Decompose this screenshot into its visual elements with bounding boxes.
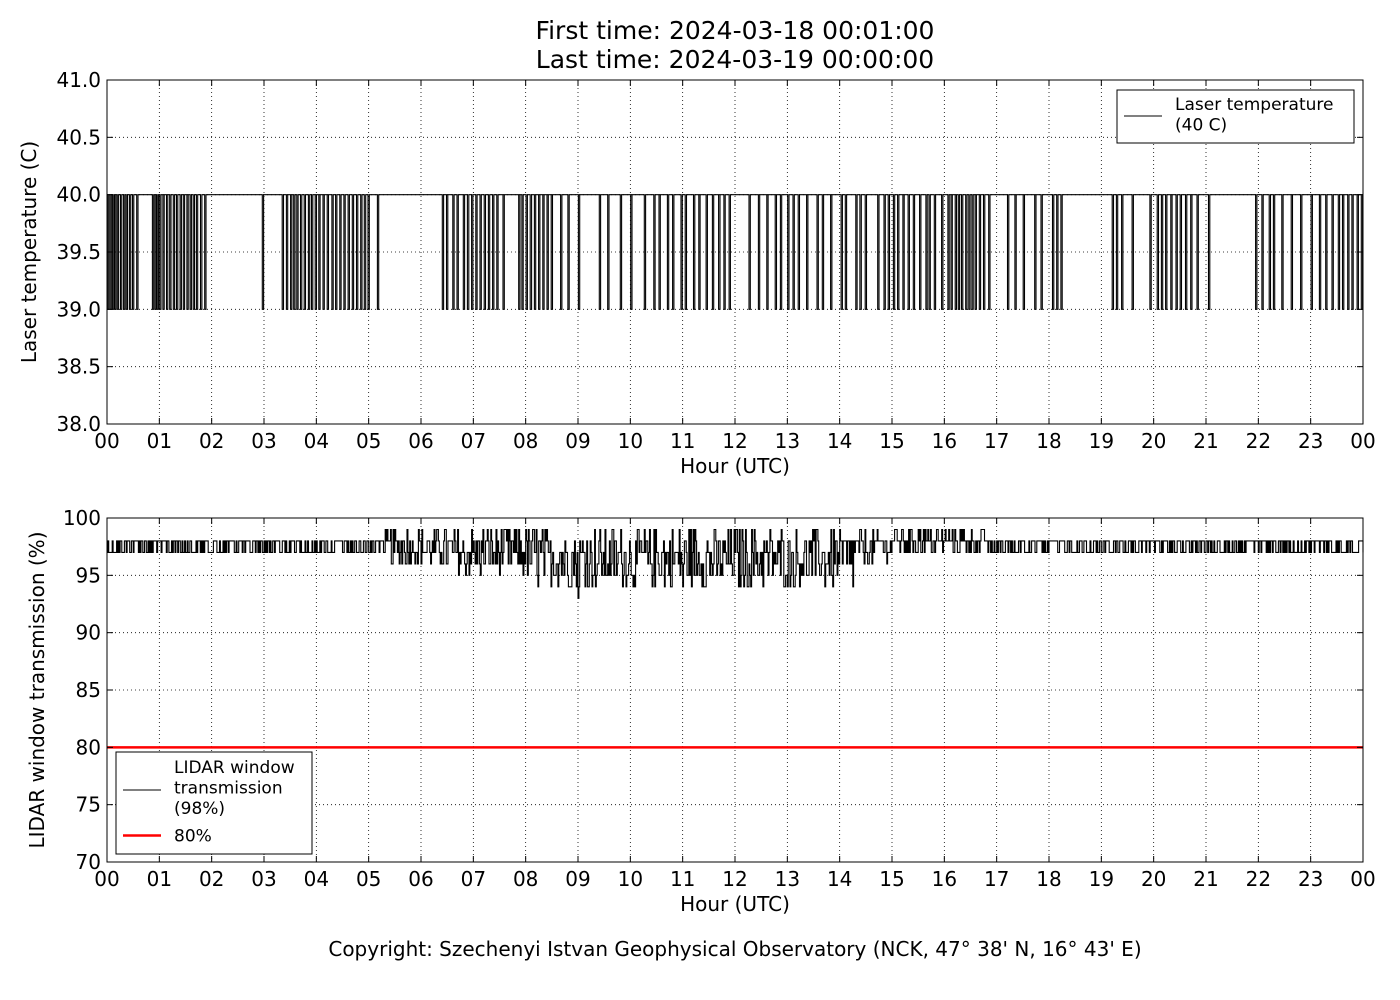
y-tick-label: 75: [76, 793, 101, 817]
legend-entry: (98%): [174, 799, 225, 819]
legend-entry: Laser temperature: [1175, 95, 1333, 115]
x-tick-label: 20: [1141, 867, 1166, 891]
x-tick-label: 18: [1036, 867, 1061, 891]
x-tick-label: 05: [356, 867, 381, 891]
x-tick-label: 14: [827, 429, 852, 453]
x-tick-label: 22: [1246, 429, 1271, 453]
x-tick-label: 00: [94, 867, 119, 891]
x-tick-label: 18: [1036, 429, 1061, 453]
first-time-label: First time: 2024-03-18 00:01:00: [535, 16, 935, 45]
y-tick-label: 39.0: [56, 297, 101, 321]
x-tick-label: 13: [775, 429, 800, 453]
y-tick-label: 90: [76, 621, 101, 645]
y-tick-label: 80: [76, 735, 101, 759]
y-tick-label: 38.0: [56, 412, 101, 436]
last-time-label: Last time: 2024-03-19 00:00:00: [535, 45, 935, 74]
y-tick-label: 100: [63, 506, 101, 530]
legend: Laser temperature(40 C): [1116, 89, 1355, 144]
x-tick-label: 17: [984, 429, 1009, 453]
x-tick-label: 04: [304, 867, 329, 891]
x-tick-label: 21: [1193, 867, 1218, 891]
x-tick-label: 21: [1193, 429, 1218, 453]
legend-entry: LIDAR window: [174, 758, 295, 778]
chart-panel-2: 00 01 02 03 04 05 06 07 08 09 10 11 12 13 14 15 16 17 18 19…: [25, 506, 1376, 916]
x-tick-label: 19: [1089, 429, 1114, 453]
y-tick-label: 39.5: [56, 240, 101, 264]
x-tick-label: 08: [513, 429, 538, 453]
y-tick-label: 85: [76, 678, 101, 702]
x-tick-label: 13: [775, 867, 800, 891]
y-tick-label: 38.5: [56, 355, 101, 379]
legend-entry: (40 C): [1175, 116, 1227, 136]
x-tick-label: 01: [147, 429, 172, 453]
x-tick-label: 09: [565, 867, 590, 891]
y-tick-label: 40.0: [56, 183, 101, 207]
series-line-1: [106, 194, 1364, 310]
x-tick-label: 14: [827, 867, 852, 891]
x-tick-label: 09: [565, 429, 590, 453]
x-tick-label: 02: [199, 867, 224, 891]
y-tick-label: 40.5: [56, 125, 101, 149]
y-tick-label: 95: [76, 563, 101, 587]
y-axis-label: Laser temperature (C): [17, 141, 41, 363]
x-tick-label: 07: [461, 867, 486, 891]
x-tick-label: 12: [722, 429, 747, 453]
x-tick-label: 01: [147, 867, 172, 891]
chart-panel-1: 00 01 02 03 04 05 06 07 08 09 10 11 12 13 14 15 16 17 18 19…: [17, 68, 1376, 478]
x-tick-label: 22: [1246, 867, 1271, 891]
x-axis-label: Hour (UTC): [680, 454, 790, 478]
y-tick-label: 41.0: [56, 68, 101, 92]
x-tick-label: 16: [932, 429, 957, 453]
x-tick-label: 07: [461, 429, 486, 453]
copyright-footer: Copyright: Szechenyi Istvan Geophysical …: [328, 937, 1142, 961]
x-tick-label: 12: [722, 867, 747, 891]
x-tick-label: 17: [984, 867, 1009, 891]
x-tick-label: 15: [879, 867, 904, 891]
legend-entry: 80%: [174, 827, 212, 847]
x-tick-label: 19: [1089, 867, 1114, 891]
x-tick-label: 23: [1298, 429, 1323, 453]
series-line-1: [107, 528, 1364, 599]
x-tick-label: 06: [408, 867, 433, 891]
y-tick-label: 70: [76, 850, 101, 874]
x-tick-label: 06: [408, 429, 433, 453]
x-tick-label: 00: [94, 429, 119, 453]
y-axis-label: LIDAR window transmission (%): [25, 532, 49, 849]
x-tick-label: 03: [251, 429, 276, 453]
x-tick-label: 03: [251, 867, 276, 891]
legend-box: [115, 751, 313, 855]
x-tick-label: 20: [1141, 429, 1166, 453]
x-tick-label: 10: [618, 429, 643, 453]
x-tick-label: 00: [1350, 867, 1375, 891]
x-tick-label: 00: [1350, 429, 1375, 453]
x-tick-label: 08: [513, 867, 538, 891]
x-tick-label: 11: [670, 429, 695, 453]
legend-entry: transmission: [174, 779, 283, 799]
x-tick-label: 11: [670, 867, 695, 891]
x-tick-label: 23: [1298, 867, 1323, 891]
x-tick-label: 16: [932, 867, 957, 891]
x-tick-label: 02: [199, 429, 224, 453]
chart-title-block: First time: 2024-03-18 00:01:00 Last tim…: [0, 16, 1400, 74]
x-tick-label: 10: [618, 867, 643, 891]
x-axis-label: Hour (UTC): [680, 892, 790, 916]
x-tick-label: 15: [879, 429, 904, 453]
x-tick-label: 04: [304, 429, 329, 453]
x-tick-label: 05: [356, 429, 381, 453]
